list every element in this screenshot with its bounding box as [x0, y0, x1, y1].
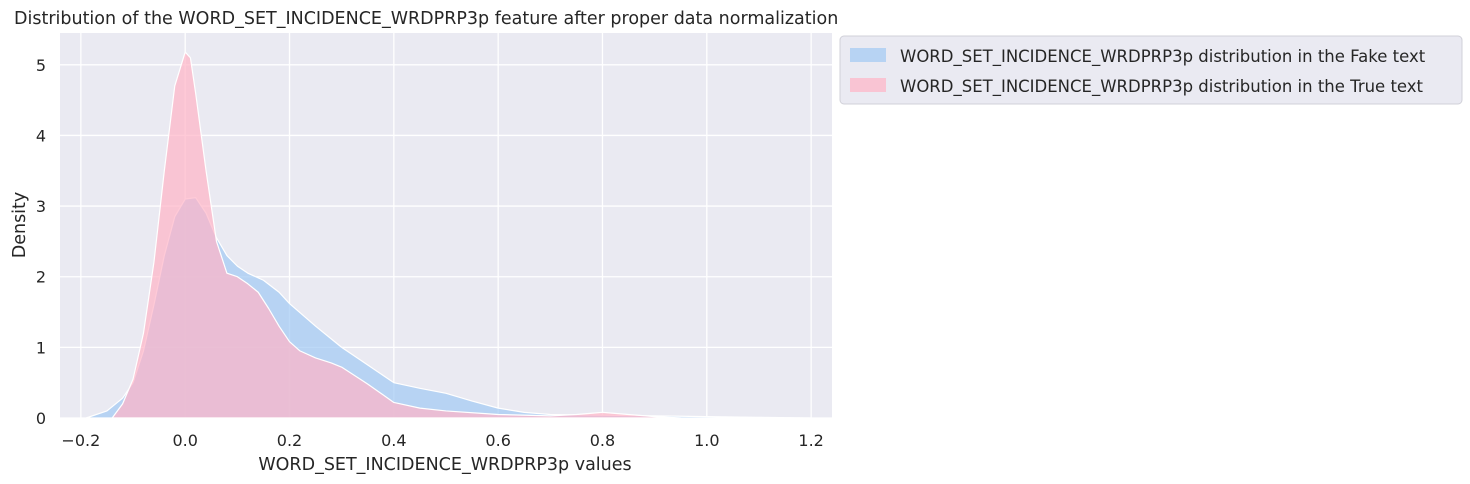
- x-tick-label: 0.8: [590, 431, 615, 450]
- x-axis-ticks: −0.2 0.0 0.2 0.4 0.6 0.8 1.0 1.2: [61, 431, 823, 450]
- legend: WORD_SET_INCIDENCE_WRDPRP3p distribution…: [839, 35, 1463, 105]
- density-areas: [85, 51, 812, 419]
- y-axis-label: Density: [10, 192, 30, 259]
- x-tick-label: 1.0: [694, 431, 719, 450]
- x-axis-label: WORD_SET_INCIDENCE_WRDPRP3p values: [258, 455, 631, 475]
- legend-label-true: WORD_SET_INCIDENCE_WRDPRP3p distribution…: [900, 77, 1424, 97]
- chart-title: Distribution of the WORD_SET_INCIDENCE_W…: [14, 9, 838, 29]
- y-tick-label: 2: [36, 268, 46, 287]
- x-tick-label: −0.2: [61, 431, 100, 450]
- y-tick-label: 5: [36, 56, 46, 75]
- x-tick-label: 0.6: [485, 431, 510, 450]
- density-area-true: [111, 51, 682, 419]
- x-tick-label: 0.4: [381, 431, 406, 450]
- x-tick-label: 0.0: [172, 431, 197, 450]
- y-tick-label: 3: [36, 197, 46, 216]
- x-tick-label: 1.2: [798, 431, 823, 450]
- legend-swatch-fake: [850, 48, 886, 62]
- x-tick-label: 0.2: [277, 431, 302, 450]
- y-axis-ticks: 0 1 2 3 4 5: [36, 56, 46, 428]
- legend-label-fake: WORD_SET_INCIDENCE_WRDPRP3p distribution…: [900, 47, 1426, 67]
- legend-box: [839, 35, 1463, 105]
- y-tick-label: 4: [36, 126, 46, 145]
- y-tick-label: 0: [36, 409, 46, 428]
- y-tick-label: 1: [36, 338, 46, 357]
- legend-swatch-true: [850, 78, 886, 92]
